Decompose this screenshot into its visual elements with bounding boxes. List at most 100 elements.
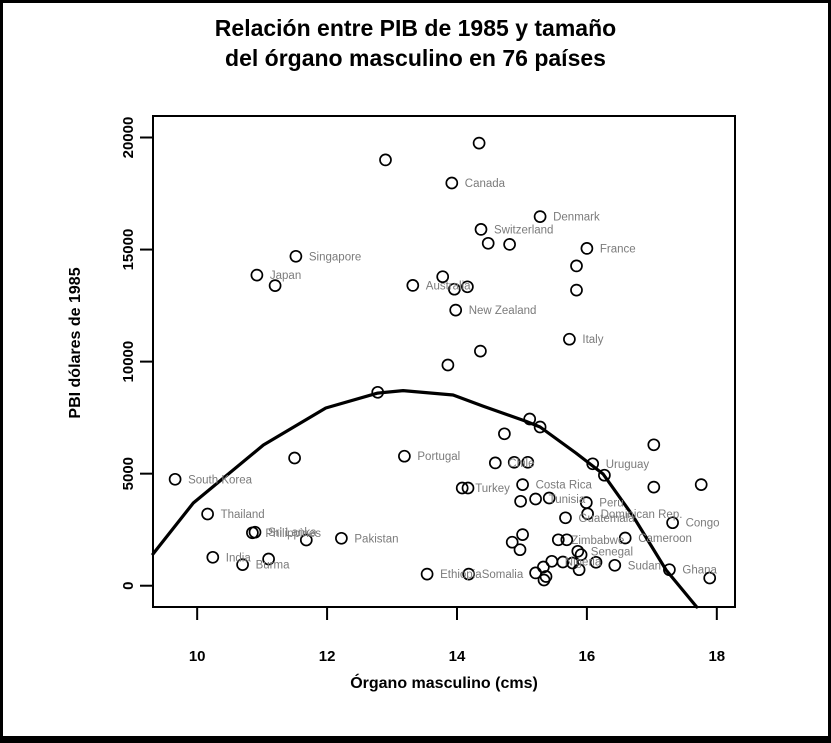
data-point bbox=[598, 468, 611, 482]
y-axis-title: PBI dólares de 1985 bbox=[67, 267, 84, 418]
data-point bbox=[201, 507, 214, 521]
data-point bbox=[533, 210, 547, 223]
data-point bbox=[236, 558, 249, 571]
data-point bbox=[647, 438, 661, 452]
data-point bbox=[449, 303, 463, 317]
data-point bbox=[503, 238, 516, 251]
point-label: Tunisia bbox=[549, 494, 586, 506]
data-point bbox=[250, 268, 264, 282]
point-label: France bbox=[600, 243, 636, 255]
data-point bbox=[462, 567, 476, 581]
point-label: Ghana bbox=[682, 565, 717, 577]
chart-title-line1: Relación entre PIB de 1985 y tamaño bbox=[214, 15, 617, 41]
data-point bbox=[488, 456, 502, 470]
data-point bbox=[472, 136, 486, 150]
data-point bbox=[507, 455, 521, 469]
x-tick-label: 16 bbox=[579, 648, 596, 665]
data-point bbox=[574, 548, 588, 562]
data-point bbox=[521, 455, 535, 469]
point-label: Portugal bbox=[417, 451, 460, 463]
data-point bbox=[498, 427, 511, 441]
point-label: Uruguay bbox=[606, 459, 650, 471]
point-label: Guatemala bbox=[579, 513, 636, 525]
data-point bbox=[533, 420, 547, 434]
point-label: Japan bbox=[270, 270, 301, 282]
data-point bbox=[206, 550, 220, 564]
data-point bbox=[580, 242, 594, 255]
point-label: Australia bbox=[426, 280, 471, 292]
data-point bbox=[398, 449, 411, 463]
data-point bbox=[420, 567, 434, 581]
data-point bbox=[570, 283, 583, 297]
data-point bbox=[566, 556, 579, 570]
data-point bbox=[513, 543, 527, 557]
y-tick-label: 0 bbox=[120, 582, 137, 590]
scatter-plot: 10 12 14 16 18 0 5000 10000 15000 20000 Canada De… bbox=[67, 115, 736, 692]
y-tick-label: 20000 bbox=[120, 117, 137, 159]
point-label: Somalia bbox=[482, 569, 524, 581]
point-label: Congo bbox=[686, 518, 720, 530]
chart-title-line2: del órgano masculino en 76 países bbox=[225, 45, 606, 71]
data-point bbox=[335, 531, 348, 545]
data-point bbox=[248, 525, 262, 539]
point-label: Switzerland bbox=[494, 224, 553, 236]
data-point bbox=[703, 571, 717, 585]
data-point bbox=[551, 533, 565, 547]
data-point bbox=[474, 223, 488, 236]
point-label: Cameroon bbox=[638, 533, 692, 545]
y-tick-label: 10000 bbox=[120, 341, 137, 383]
data-point bbox=[288, 451, 301, 465]
data-point bbox=[268, 279, 282, 292]
data-point bbox=[516, 478, 529, 491]
data-point bbox=[589, 555, 603, 569]
data-points bbox=[168, 136, 717, 587]
y-axis-ticks: 0 5000 10000 15000 20000 bbox=[120, 117, 153, 590]
data-point bbox=[461, 280, 474, 294]
y-tick-label: 5000 bbox=[120, 457, 137, 490]
point-label: Thailand bbox=[221, 509, 265, 521]
x-axis-title: Órgano masculino (cms) bbox=[350, 673, 538, 692]
data-point bbox=[559, 511, 572, 525]
data-point bbox=[537, 573, 551, 587]
data-point bbox=[455, 481, 469, 495]
point-label: Ethiopia bbox=[440, 569, 482, 581]
data-point bbox=[436, 270, 450, 284]
point-label: Pakistan bbox=[354, 533, 398, 545]
data-point bbox=[666, 516, 679, 530]
x-tick-label: 18 bbox=[708, 648, 725, 665]
data-point bbox=[586, 457, 600, 471]
point-label: New Zealand bbox=[469, 305, 537, 317]
data-point bbox=[448, 282, 461, 296]
y-tick-label: 15000 bbox=[120, 229, 137, 271]
data-point bbox=[445, 176, 459, 190]
data-point bbox=[379, 153, 392, 167]
data-point bbox=[299, 533, 313, 547]
data-point bbox=[618, 531, 632, 545]
point-label: South Korea bbox=[188, 474, 253, 486]
point-label: Chile bbox=[508, 458, 534, 470]
point-label: Nigeria bbox=[565, 556, 602, 568]
data-point bbox=[581, 507, 594, 521]
data-point bbox=[441, 358, 455, 372]
data-point bbox=[406, 279, 420, 292]
data-point bbox=[371, 385, 385, 399]
data-point bbox=[529, 492, 542, 506]
data-point bbox=[572, 563, 586, 577]
data-point bbox=[542, 491, 556, 505]
trend-curve bbox=[151, 389, 699, 609]
data-point bbox=[168, 472, 182, 486]
point-label: Senegal bbox=[591, 546, 633, 558]
x-tick-label: 10 bbox=[189, 648, 206, 665]
point-label: Canada bbox=[465, 178, 506, 190]
chart-title: Relación entre PIB de 1985 y tamaño del … bbox=[3, 13, 828, 73]
point-label: Zimbabwe bbox=[571, 535, 624, 547]
data-point bbox=[505, 535, 519, 549]
data-point bbox=[694, 478, 708, 491]
data-point bbox=[289, 249, 303, 263]
point-label: Dominican Rep. bbox=[601, 509, 683, 521]
data-point bbox=[560, 533, 574, 547]
point-label: Peru bbox=[599, 498, 623, 510]
point-label: Sri Lanka bbox=[268, 527, 317, 539]
